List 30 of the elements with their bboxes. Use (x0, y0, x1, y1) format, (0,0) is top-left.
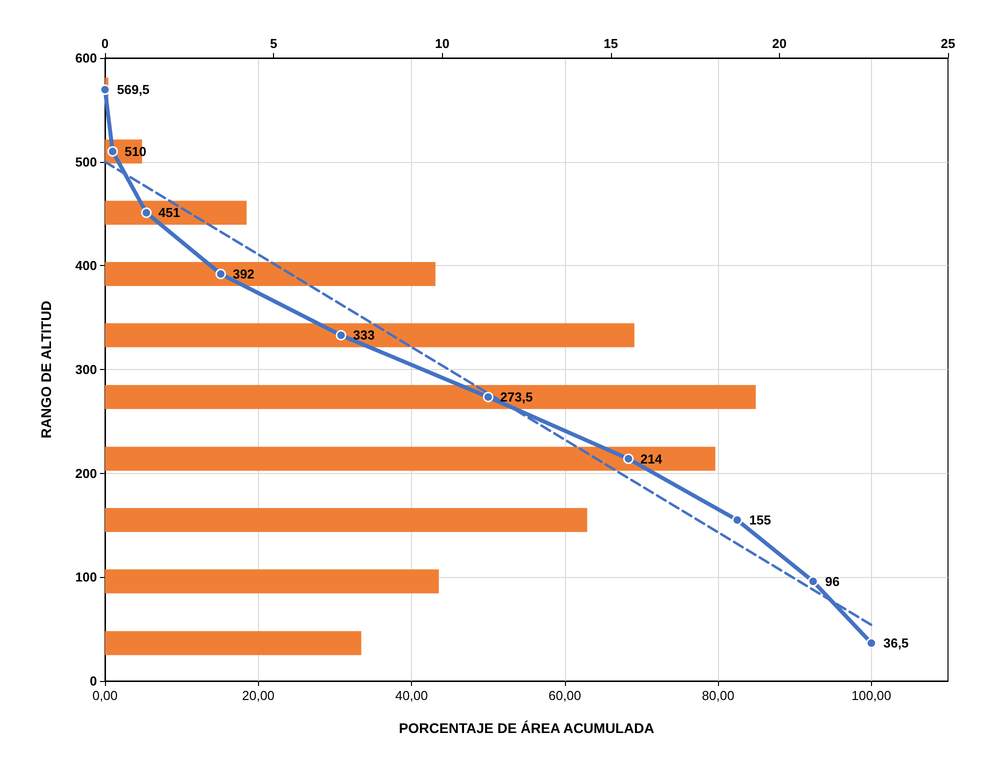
y-tick-label: 300 (75, 362, 97, 377)
x2-tick-label: 10 (434, 36, 450, 51)
x-tick-label: 100,00 (851, 688, 892, 703)
y-tick-label: 500 (75, 154, 97, 170)
y-tick-label: 0 (90, 674, 97, 688)
annotation: 392 (232, 266, 254, 282)
x-tick-label: 0,00 (92, 688, 118, 703)
annotation: 451 (158, 205, 180, 220)
x2-tick-label: 15 (604, 36, 618, 51)
x2-tick-label: 25 (940, 36, 956, 51)
y-tick-label: 400 (75, 258, 97, 274)
y-axis-title: RANGO DE ALTITUD (38, 300, 54, 438)
x-tick-label: 20,00 (242, 688, 275, 703)
x-tick-label: 80,00 (702, 688, 734, 703)
annotation: 155 (749, 512, 771, 528)
x-tick-label: 60,00 (548, 688, 582, 703)
annotation: 569,5 (117, 82, 150, 98)
annotation: 214 (640, 451, 663, 466)
y-tick-label: 100 (75, 570, 97, 585)
x2-tick-label: 5 (270, 36, 278, 51)
y-tick-label: 200 (75, 466, 97, 481)
x2-tick-label: 20 (772, 36, 787, 51)
annotation: 96 (825, 574, 840, 589)
annotation: 273,5 (500, 390, 533, 405)
x2-tick-label: 0 (101, 36, 109, 51)
x-axis-title: PORCENTAJE DE ÁREA ACUMULADA (398, 720, 654, 736)
annotation: 333 (353, 328, 375, 343)
annotation: 36,5 (883, 636, 909, 651)
y-tick-label: 600 (75, 50, 97, 66)
x-tick-label: 40,00 (395, 688, 428, 703)
